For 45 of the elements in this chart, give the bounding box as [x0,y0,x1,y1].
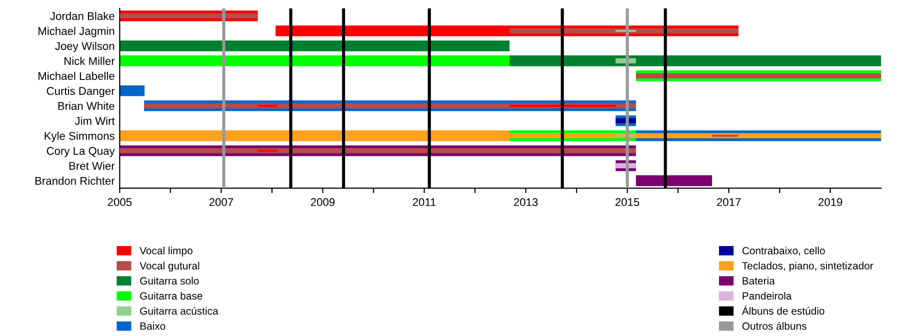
y-tick-label: Bret Wier [69,162,115,170]
bar [636,175,712,186]
y-tick-label: Brandon Richter [35,176,115,185]
bar [120,148,636,154]
x-tick-label: 2011 [412,198,436,206]
bar [120,40,510,52]
y-tick-label: Cory La Quay [46,146,115,158]
x-tick-label: 2007 [209,198,234,206]
y-tick-label: Joey Wilson [55,42,114,52]
y-tick-label: Curtis Danger [46,86,115,98]
y-tick-label: Michael Labelle [38,72,114,80]
legend-label: Baixo [140,322,166,330]
x-tick-label: 2017 [717,198,741,206]
bar [258,104,278,107]
bar [510,55,882,66]
legend-label: Pandeirola [742,292,792,300]
legend-label: Contrabaixo, cello [742,246,825,256]
bar [510,28,738,34]
x-tick-label: 2019 [818,198,842,206]
legend-label: Vocal gutural [140,262,200,272]
y-tick-label: Kyle Simmons [44,132,114,142]
x-tick-label: 2013 [514,198,538,206]
legend-label: Guitarra base [140,292,202,300]
legend-label: Guitarra acústica [140,306,218,315]
bar [712,134,738,137]
legend-label: Guitarra solo [140,276,199,285]
x-tick-label: 2015 [616,198,640,206]
x-tick-label: 2009 [310,198,335,206]
bar [510,104,616,107]
x-tick-label: 2005 [108,198,132,206]
y-tick-label: Nick Miller [64,56,115,65]
bar [120,55,510,66]
legend-label: Teclados, piano, sintetizador [742,262,874,272]
legend-label: Outros álbuns [742,322,806,330]
bar [636,73,882,78]
legend-label: Bateria [742,276,775,285]
y-tick-label: Jim Wirt [74,116,115,125]
y-tick-label: Jordan Blake [50,12,114,20]
bar [120,85,145,96]
bar [258,150,278,152]
bar [120,13,258,18]
y-tick-label: Michael Jagmin [38,26,114,38]
y-tick-label: Brian White [58,102,114,110]
legend-label: Vocal limpo [140,246,192,256]
legend-label: Álbuns de estúdio [742,306,824,315]
